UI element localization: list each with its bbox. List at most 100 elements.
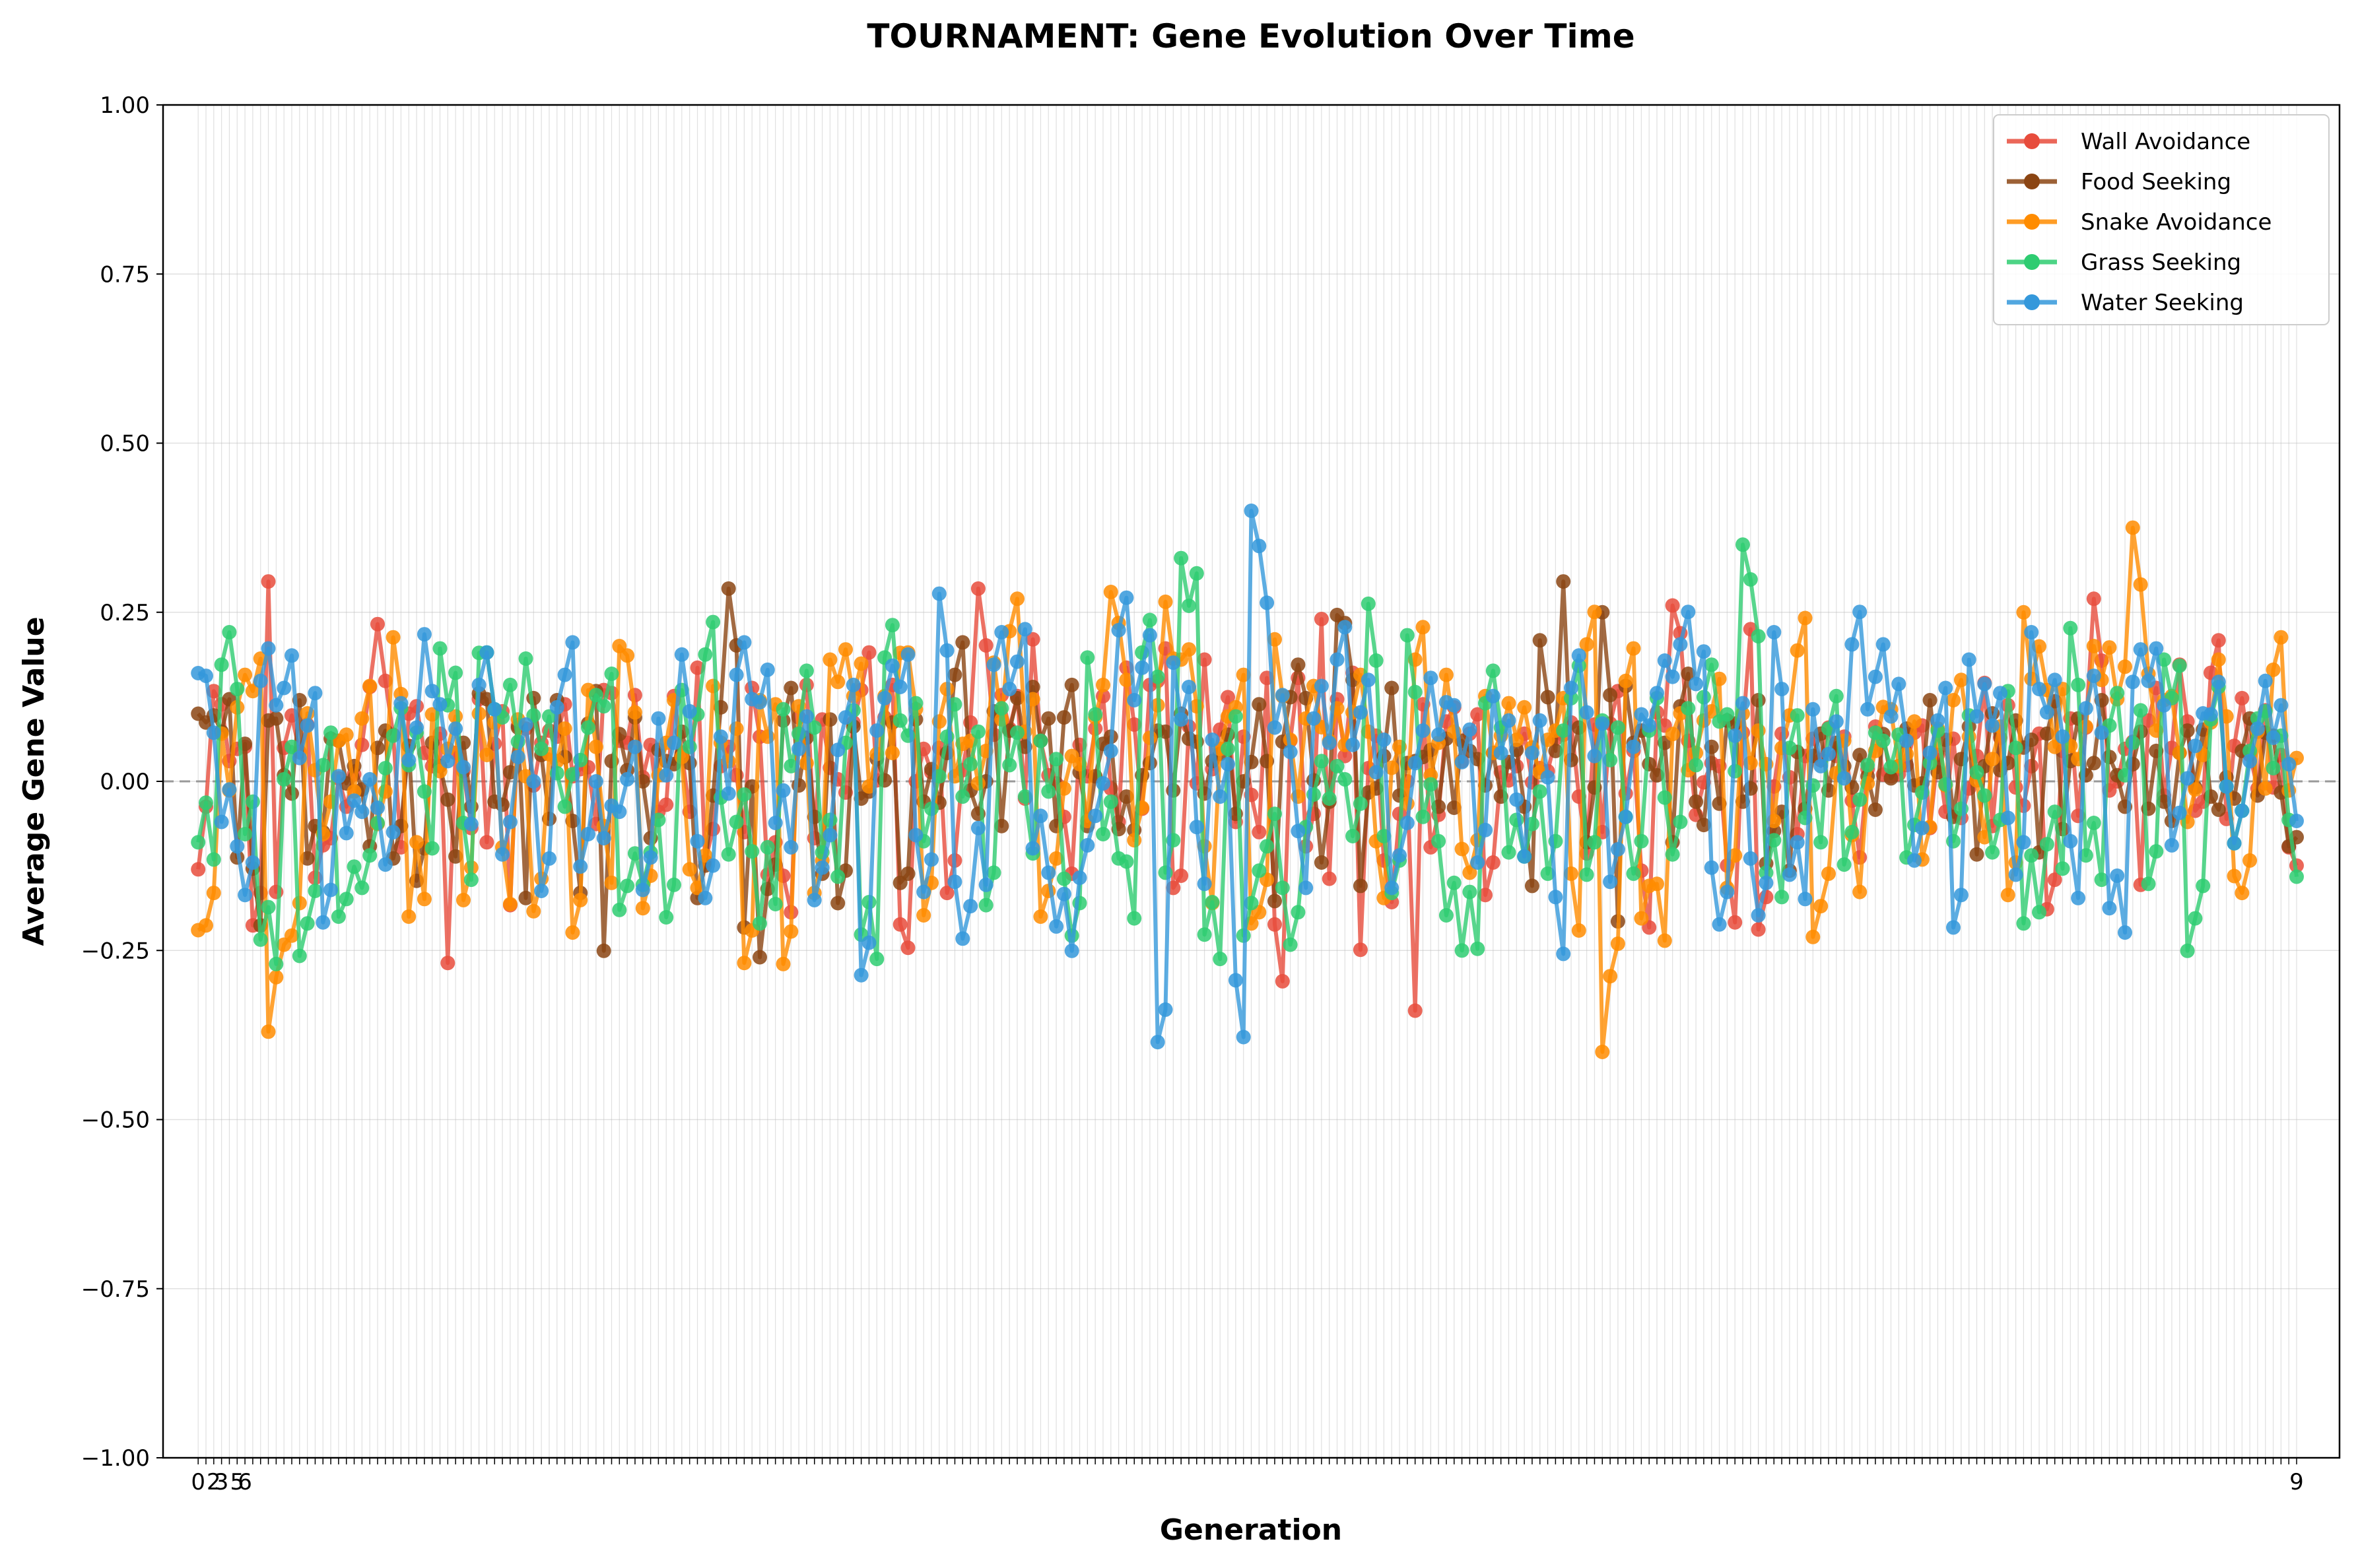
data-point (877, 690, 893, 705)
data-point (1010, 654, 1025, 669)
data-point (206, 886, 221, 901)
data-point (2000, 888, 2015, 903)
y-axis-label: Average Gene Value (17, 616, 51, 946)
data-point (1197, 927, 1212, 942)
data-point (308, 884, 323, 898)
data-point (2274, 698, 2289, 713)
data-point (565, 925, 580, 940)
data-point (807, 720, 822, 735)
data-point (2289, 869, 2304, 884)
data-point (1103, 585, 1118, 599)
data-point (1829, 714, 1844, 729)
data-point (557, 799, 572, 814)
data-point (776, 956, 791, 971)
data-point (2172, 805, 2187, 820)
data-point (970, 724, 986, 739)
data-point (1805, 702, 1821, 717)
data-point (1189, 566, 1204, 581)
data-point (2024, 625, 2039, 639)
data-point (2149, 641, 2164, 656)
data-point (199, 795, 213, 810)
data-point (2235, 690, 2250, 705)
data-point (1213, 789, 1228, 804)
data-point (1767, 625, 1782, 639)
data-point (471, 677, 487, 692)
data-point (1595, 716, 1610, 731)
data-point (2008, 867, 2023, 882)
data-point (612, 902, 627, 917)
data-point (939, 643, 955, 658)
data-point (1033, 808, 1048, 824)
data-point (502, 677, 518, 692)
data-point (331, 909, 346, 924)
data-point (347, 793, 362, 808)
data-point (869, 723, 885, 738)
data-point (1540, 866, 1555, 881)
data-point (690, 833, 705, 849)
data-point (1041, 711, 1056, 726)
legend-entry: Wall Avoidance (2007, 129, 2250, 155)
x-tick-label: 5 (230, 1469, 244, 1495)
data-point (331, 769, 346, 784)
y-tick-label: −0.75 (81, 1276, 150, 1303)
data-point (635, 901, 650, 916)
y-tick-label: 1.00 (100, 92, 150, 119)
data-point (721, 786, 736, 801)
data-point (604, 875, 619, 890)
data-point (2211, 802, 2226, 817)
data-point (1049, 851, 1064, 866)
data-point (869, 952, 885, 967)
data-point (549, 700, 564, 715)
data-point (2110, 868, 2125, 883)
data-point (706, 858, 721, 873)
data-point (1610, 842, 1625, 857)
data-point (1556, 574, 1571, 589)
data-point (432, 697, 448, 712)
data-point (588, 774, 603, 789)
data-point (456, 892, 471, 907)
data-point (1010, 725, 1025, 740)
data-point (1353, 878, 1368, 894)
data-point (401, 909, 417, 924)
data-point (1977, 676, 1992, 692)
data-point (456, 760, 471, 775)
data-point (1407, 684, 1423, 700)
data-point (2242, 853, 2258, 868)
data-point (2242, 754, 2258, 769)
data-point (830, 896, 846, 911)
data-point (1790, 835, 1805, 850)
data-point (1969, 847, 1984, 862)
data-point (698, 647, 713, 662)
data-point (245, 684, 260, 699)
data-point (1844, 637, 1860, 652)
data-point (1821, 866, 1836, 881)
y-tick-label: 0.00 (100, 769, 150, 795)
data-point (448, 665, 463, 680)
data-point (2063, 620, 2078, 636)
data-point (323, 725, 339, 740)
data-point (1135, 660, 1150, 675)
data-point (659, 910, 674, 925)
data-point (1384, 880, 1399, 896)
data-point (2133, 642, 2148, 657)
data-point (596, 831, 611, 846)
data-point (206, 725, 221, 740)
data-point (807, 892, 822, 907)
data-point (885, 658, 900, 673)
data-point (1017, 789, 1032, 804)
data-point (1462, 722, 1477, 737)
data-point (269, 969, 284, 985)
data-point (947, 874, 962, 890)
data-point (1665, 669, 1680, 684)
data-point (2235, 803, 2250, 818)
data-point (1836, 771, 1852, 786)
data-point (1595, 1045, 1610, 1059)
data-point (1485, 688, 1500, 703)
data-point (2180, 771, 2195, 786)
data-point (393, 696, 409, 711)
data-point (1681, 604, 1696, 620)
data-point (1322, 871, 1337, 886)
data-point (354, 880, 370, 896)
data-point (2266, 761, 2281, 775)
data-point (1634, 911, 1649, 926)
